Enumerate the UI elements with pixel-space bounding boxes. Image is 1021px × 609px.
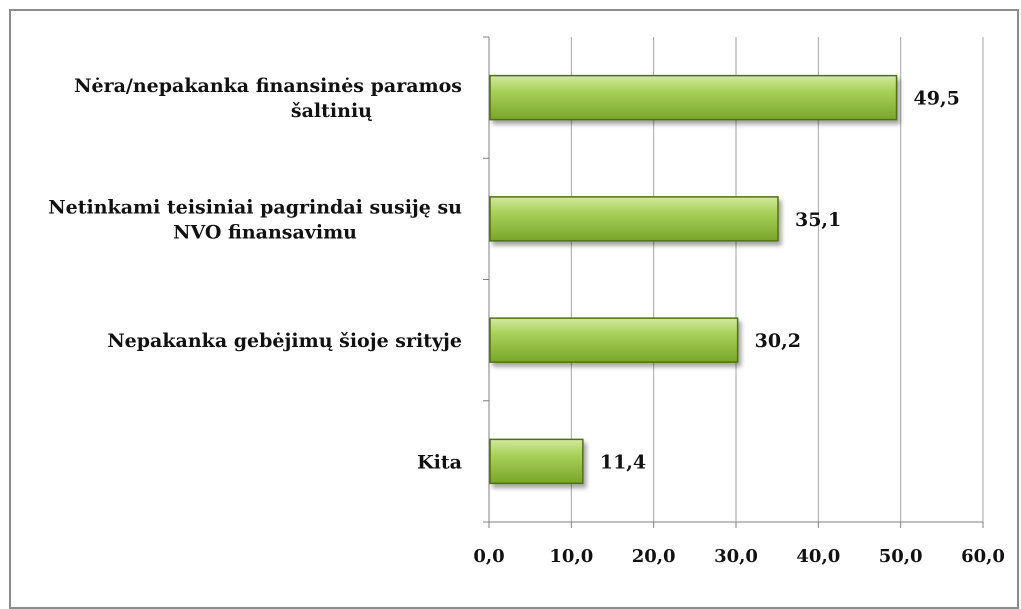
x-tick-label: 40,0 bbox=[796, 546, 840, 567]
bar bbox=[489, 74, 898, 121]
x-tick-label: 20,0 bbox=[632, 546, 676, 567]
x-tick-label: 10,0 bbox=[549, 546, 593, 567]
category-label-line: NVO finansavimu bbox=[173, 221, 357, 243]
category-label-line: Nepakanka gebėjimų šioje srityje bbox=[107, 330, 462, 352]
x-tick-label: 0,0 bbox=[473, 546, 504, 567]
x-tick-label: 30,0 bbox=[714, 546, 758, 567]
x-tick-label: 50,0 bbox=[879, 546, 923, 567]
category-label-line: Kita bbox=[417, 451, 462, 473]
bar bbox=[489, 196, 779, 242]
labels: 0,0 10,0 20,0 30,0 40,0 50,0 60,0 49,5 Nėra/nepa… bbox=[48, 75, 1005, 567]
category-label: Kita bbox=[417, 451, 462, 473]
bar bbox=[489, 438, 584, 485]
category-label: Nėra/nepakanka finansinės paramos šaltini… bbox=[74, 75, 462, 122]
x-tick-label: 60,0 bbox=[961, 546, 1005, 567]
category-label: Netinkami teisiniai pagrindai susiję su N… bbox=[48, 196, 462, 243]
bar-chart: 0,0 10,0 20,0 30,0 40,0 50,0 60,0 49,5 Nėra/nepa… bbox=[48, 36, 1005, 567]
category-label: Nepakanka gebėjimų šioje srityje bbox=[107, 330, 462, 352]
category-label-line: šaltinių bbox=[291, 100, 372, 122]
data-label: 30,2 bbox=[755, 330, 801, 352]
data-label: 35,1 bbox=[795, 209, 841, 231]
data-label: 11,4 bbox=[600, 451, 646, 473]
category-label-line: Nėra/nepakanka finansinės paramos bbox=[74, 75, 462, 97]
axes bbox=[483, 36, 984, 528]
bars bbox=[489, 74, 898, 485]
data-label: 49,5 bbox=[914, 88, 960, 110]
category-label-line: Netinkami teisiniai pagrindai susiję su bbox=[48, 196, 462, 218]
bar bbox=[489, 317, 739, 363]
